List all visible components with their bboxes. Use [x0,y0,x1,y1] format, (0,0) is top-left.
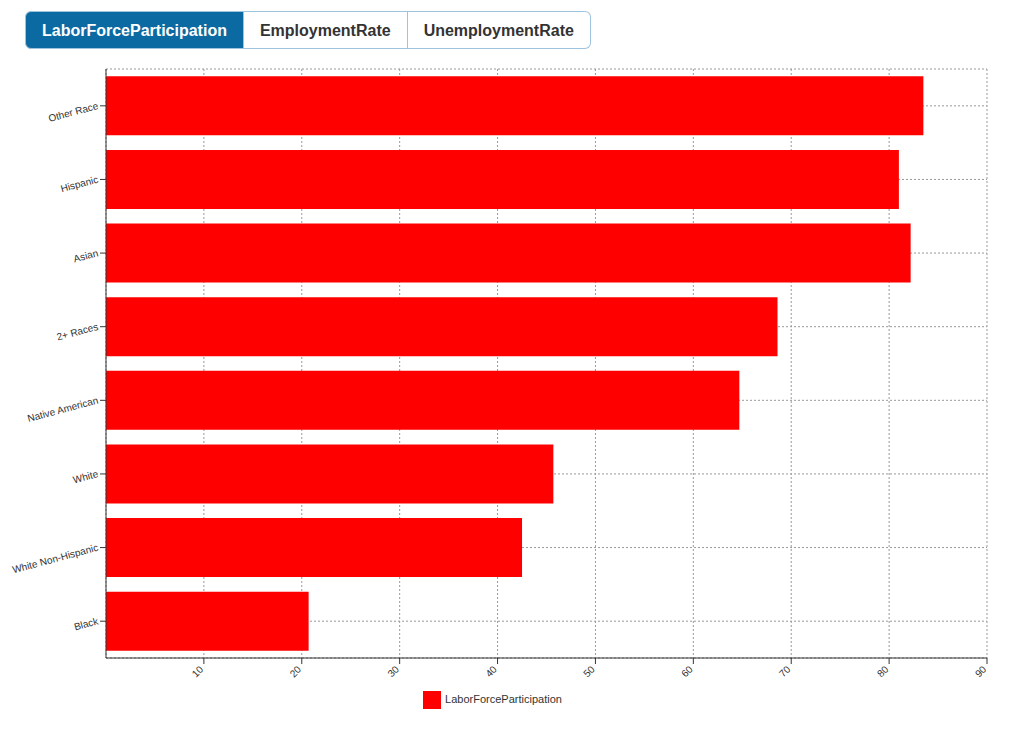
svg-text:Hispanic: Hispanic [59,174,99,195]
svg-text:White Non-Hispanic: White Non-Hispanic [11,542,99,575]
svg-text:10: 10 [190,663,206,679]
html-text:UnemploymentRate: UnemploymentRate [423,22,574,39]
svg-text:50: 50 [581,663,597,679]
svg-text:Asian: Asian [72,247,99,264]
svg-text:70: 70 [777,663,793,679]
svg-text:20: 20 [288,663,304,679]
html-text:EmploymentRate: EmploymentRate [259,22,391,39]
html-text:LaborForceParticipation: LaborForceParticipation [445,692,562,705]
svg-text:Native American: Native American [26,395,99,424]
svg-text:White: White [72,468,100,485]
svg-text:Black: Black [73,615,100,632]
html-text:LaborForceParticipation: LaborForceParticipation [42,22,227,39]
svg-text:Other Race: Other Race [47,100,100,124]
svg-text:90: 90 [973,663,989,679]
svg-text:40: 40 [483,663,499,679]
svg-text:80: 80 [875,663,891,679]
svg-text:30: 30 [385,663,401,679]
svg-text:60: 60 [679,663,695,679]
svg-text:2+ Races: 2+ Races [55,321,99,343]
